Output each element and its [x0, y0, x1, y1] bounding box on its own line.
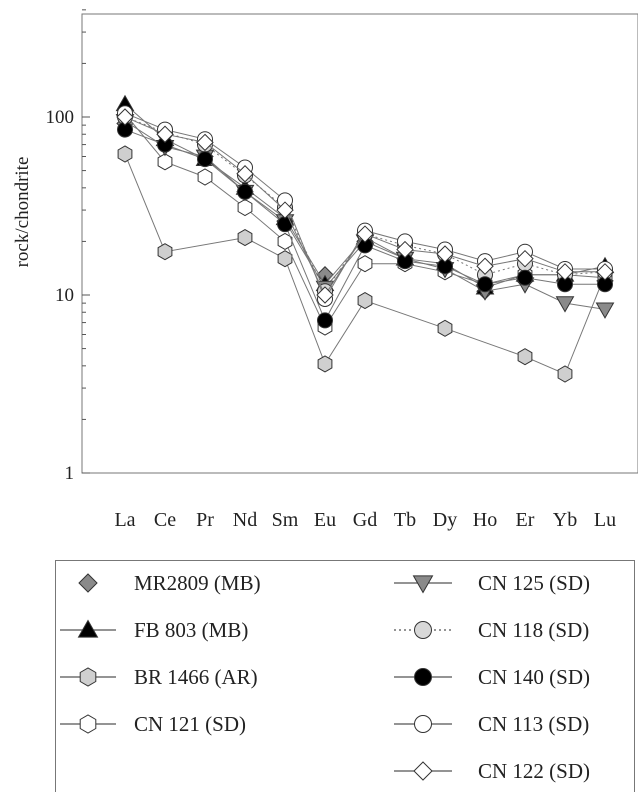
- data-point: [117, 145, 133, 163]
- legend-item: CN 140 (SD): [394, 665, 590, 689]
- x-tick-label: Ce: [154, 509, 176, 531]
- data-point: [356, 225, 374, 243]
- y-axis-label: rock/chondrite: [12, 157, 33, 268]
- data-point: [156, 125, 174, 143]
- data-point: [555, 296, 575, 313]
- data-point: [556, 263, 574, 281]
- data-point: [237, 198, 253, 217]
- legend-item: MR2809 (MB): [78, 571, 261, 595]
- data-point: [237, 183, 253, 200]
- data-point: [157, 153, 173, 171]
- x-tick-label: Sm: [272, 509, 299, 531]
- data-point: [436, 245, 454, 263]
- data-point: [516, 249, 534, 268]
- data-point: [277, 232, 293, 250]
- legend-label: CN 125 (SD): [478, 571, 590, 595]
- x-tick-label: Gd: [353, 509, 377, 531]
- legend-item: BR 1466 (AR): [60, 665, 258, 689]
- data-point: [116, 108, 134, 126]
- x-tick-label: Pr: [196, 509, 214, 531]
- x-tick-label: Ho: [473, 509, 497, 531]
- series-layer: [115, 94, 615, 383]
- y-tick-label: 1: [65, 463, 75, 484]
- series-8: [116, 108, 614, 304]
- legend-item: CN 125 (SD): [394, 571, 590, 595]
- legend-marker: [78, 573, 98, 593]
- data-point: [196, 133, 214, 152]
- data-point: [277, 250, 293, 268]
- y-tick-label: 10: [55, 285, 74, 306]
- legend-marker: [414, 715, 432, 733]
- data-point: [595, 302, 615, 319]
- data-point: [237, 229, 253, 247]
- legend-label: CN 122 (SD): [478, 759, 590, 783]
- data-point: [277, 216, 293, 233]
- legend-label: CN 113 (SD): [478, 712, 589, 736]
- series-4: [115, 114, 615, 319]
- data-point: [197, 151, 213, 168]
- x-tick-label: Lu: [594, 509, 616, 531]
- data-point: [357, 292, 373, 310]
- data-point: [596, 263, 614, 281]
- legend-marker: [79, 714, 97, 734]
- legend-item: CN 121 (SD): [60, 712, 246, 736]
- legend: MR2809 (MB) FB 803 (MB) BR 1466 (AR) CN 121…: [60, 571, 590, 783]
- legend-item: FB 803 (MB): [60, 618, 248, 642]
- x-tick-label: Nd: [233, 509, 257, 531]
- legend-item: CN 118 (SD): [394, 618, 589, 642]
- data-point: [517, 269, 533, 286]
- legend-item: CN 122 (SD): [394, 759, 590, 783]
- data-point: [437, 319, 453, 337]
- legend-marker: [412, 575, 434, 594]
- legend-label: MR2809 (MB): [134, 571, 261, 595]
- data-point: [357, 255, 373, 273]
- legend-label: CN 118 (SD): [478, 618, 589, 642]
- series-6: [117, 121, 613, 329]
- legend-marker: [414, 621, 432, 639]
- x-tick-label: Eu: [314, 509, 336, 531]
- x-tick-label: Er: [516, 509, 535, 531]
- data-point: [236, 165, 254, 183]
- data-point: [317, 312, 333, 329]
- data-point: [396, 240, 414, 259]
- series-line: [124, 153, 606, 375]
- x-tick-label: Tb: [394, 509, 416, 531]
- legend-frame: [55, 560, 635, 792]
- legend-marker: [79, 667, 97, 687]
- data-point: [476, 257, 494, 275]
- series-2: [117, 145, 613, 383]
- data-point: [197, 168, 213, 186]
- data-point: [276, 201, 294, 219]
- legend-label: FB 803 (MB): [134, 618, 248, 642]
- legend-item: CN 113 (SD): [394, 712, 589, 736]
- data-point: [477, 276, 493, 293]
- data-point: [157, 243, 173, 261]
- legend-marker: [414, 668, 432, 686]
- data-point: [316, 286, 334, 304]
- x-tick-label: Yb: [553, 509, 577, 531]
- y-tick-label: 100: [46, 107, 75, 128]
- plot-frame: [81, 13, 638, 474]
- legend-label: CN 121 (SD): [134, 712, 246, 736]
- series-7: [117, 105, 613, 307]
- x-tick-label: La: [114, 509, 135, 531]
- legend-marker: [77, 619, 99, 638]
- x-tick-label: Dy: [433, 509, 457, 531]
- legend-label: BR 1466 (AR): [134, 665, 258, 689]
- data-point: [317, 355, 333, 373]
- legend-label: CN 140 (SD): [478, 665, 590, 689]
- data-point: [517, 348, 533, 366]
- legend-marker: [413, 761, 433, 781]
- data-point: [557, 365, 573, 383]
- axes: 1 10 100 La Ce Pr Nd Sm Eu Gd Tb Dy Ho Er Yb Lu: [46, 9, 616, 531]
